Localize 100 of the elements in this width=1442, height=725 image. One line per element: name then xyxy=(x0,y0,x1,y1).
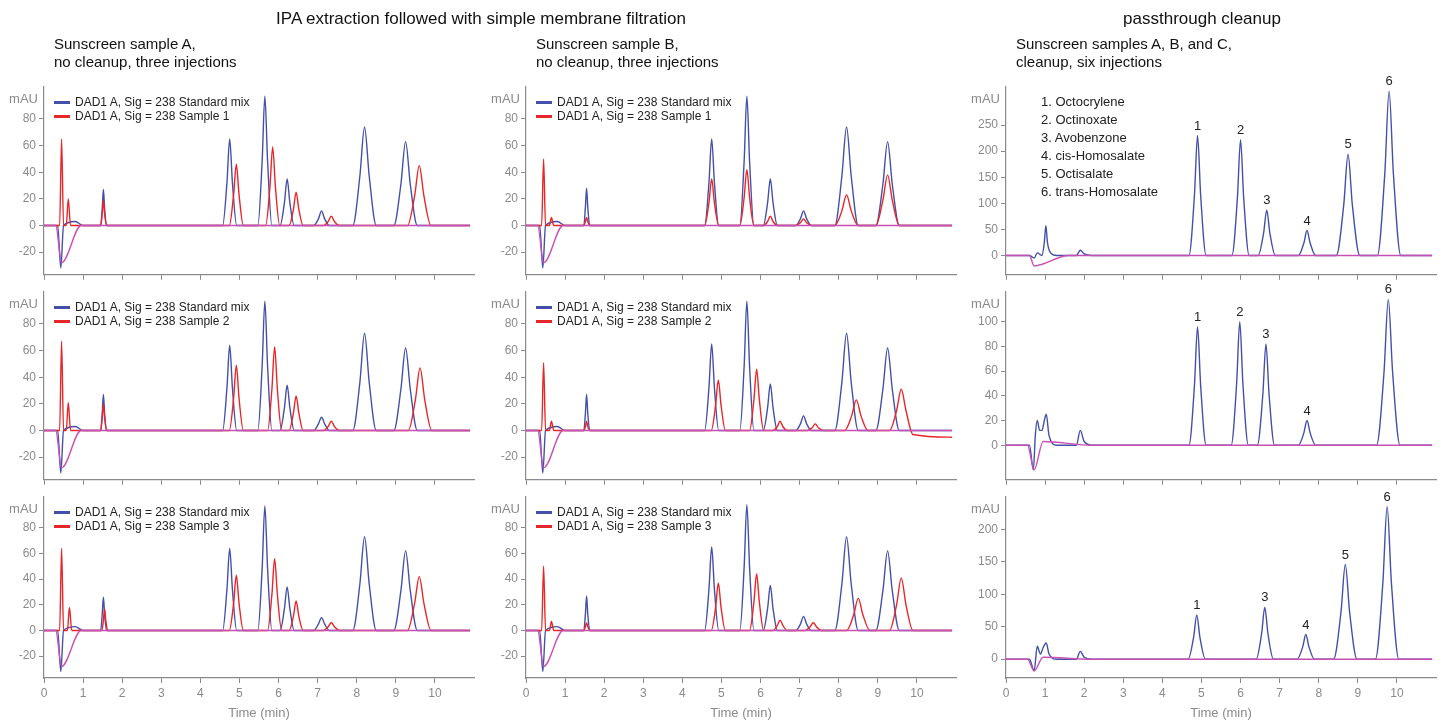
annotation: 5 xyxy=(1341,546,1349,562)
x-tick-label: 1 xyxy=(79,685,87,700)
chart-title: passthrough cleanup xyxy=(1122,9,1282,29)
y-tick-label: 0 xyxy=(991,437,999,452)
annotation: 4 xyxy=(1303,402,1311,418)
y-tick-label: 100 xyxy=(977,195,999,210)
y-tick-label: 150 xyxy=(977,169,999,184)
y-tick-label: -20 xyxy=(500,449,519,464)
y-tick-label: 50 xyxy=(984,221,999,236)
chart-subtitle: Sunscreen samples A, B, and C, cleanup, six injections xyxy=(1016,35,1232,71)
y-tick-label: -20 xyxy=(18,648,37,663)
y-tick-label: 100 xyxy=(977,586,999,601)
y-tick-label: 60 xyxy=(504,545,519,560)
x-tick-label: 0 xyxy=(522,685,530,700)
legend-label: DAD1 A, Sig = 238 Sample 3 xyxy=(75,519,230,533)
annotation: 2 xyxy=(1236,121,1245,137)
y-tick-label: 20 xyxy=(22,396,37,411)
y-axis-title: mAU xyxy=(9,295,38,311)
y-axis-title: mAU xyxy=(971,90,1000,106)
x-tick-label: 5 xyxy=(718,685,726,700)
y-tick-label: -20 xyxy=(500,648,519,663)
x-tick-label: 1 xyxy=(1041,685,1049,700)
y-axis-title: mAU xyxy=(491,295,520,311)
chart-title: IPA extraction followed with simple membrane filtration xyxy=(275,9,687,29)
legend-label: DAD1 A, Sig = 238 Standard mix xyxy=(75,300,250,314)
y-tick-label: 40 xyxy=(984,388,999,403)
y-tick-label: 80 xyxy=(984,338,999,353)
y-tick-label: 80 xyxy=(22,520,37,535)
x-tick-label: 6 xyxy=(757,685,765,700)
x-tick-label: 0 xyxy=(40,685,48,700)
y-tick-label: 0 xyxy=(29,422,37,437)
y-tick-label: 0 xyxy=(29,622,37,637)
y-axis-title: mAU xyxy=(491,500,520,516)
y-tick-label: 150 xyxy=(977,554,999,569)
annotation: 3. Avobenzone xyxy=(1041,129,1128,147)
x-tick-label: 2 xyxy=(1080,685,1088,700)
x-tick-label: 9 xyxy=(392,685,400,700)
y-tick-label: 20 xyxy=(984,412,999,427)
annotation: 6 xyxy=(1385,73,1393,89)
annotation: 5. Octisalate xyxy=(1041,165,1115,183)
x-tick-label: 10 xyxy=(428,685,442,700)
y-tick-label: 60 xyxy=(22,545,37,560)
x-tick-label: 9 xyxy=(874,685,882,700)
x-tick-label: 4 xyxy=(679,685,687,700)
x-tick-label: 8 xyxy=(1315,685,1323,700)
y-tick-label: 250 xyxy=(977,117,999,132)
y-tick-label: -20 xyxy=(18,244,37,259)
y-tick-label: 100 xyxy=(977,313,999,328)
annotation: 2. Octinoxate xyxy=(1041,111,1119,129)
x-tick-label: 5 xyxy=(1198,685,1206,700)
legend-label: DAD1 A, Sig = 238 Sample 2 xyxy=(557,314,712,328)
y-tick-label: 0 xyxy=(991,651,999,666)
annotation: 6 xyxy=(1383,488,1391,504)
annotation: 4 xyxy=(1302,616,1310,632)
y-tick-label: 20 xyxy=(22,191,37,206)
x-tick-label: 8 xyxy=(353,685,361,700)
legend-label: DAD1 A, Sig = 238 Standard mix xyxy=(557,95,732,109)
chart-subtitle: Sunscreen sample A, no cleanup, three injections xyxy=(54,35,237,71)
legend-label: DAD1 A, Sig = 238 Sample 2 xyxy=(75,314,230,328)
legend-label: DAD1 A, Sig = 238 Standard mix xyxy=(557,505,732,519)
x-axis-title: Time (min) xyxy=(1190,704,1252,720)
y-axis-title: mAU xyxy=(9,90,38,106)
y-tick-label: 60 xyxy=(984,363,999,378)
y-tick-label: 60 xyxy=(22,342,37,357)
x-tick-label: 5 xyxy=(236,685,244,700)
y-tick-label: 40 xyxy=(504,369,519,384)
x-tick-label: 4 xyxy=(197,685,205,700)
x-axis-title: Time (min) xyxy=(710,704,772,720)
x-tick-label: 7 xyxy=(796,685,804,700)
y-axis-title: mAU xyxy=(971,500,1000,516)
legend-label: DAD1 A, Sig = 238 Standard mix xyxy=(75,505,250,519)
y-tick-label: 60 xyxy=(504,342,519,357)
y-tick-label: 80 xyxy=(22,111,37,126)
y-tick-label: 0 xyxy=(991,247,999,262)
x-tick-label: 10 xyxy=(910,685,924,700)
y-tick-label: 40 xyxy=(504,164,519,179)
x-tick-label: 10 xyxy=(1390,685,1404,700)
y-tick-label: 0 xyxy=(511,217,519,232)
annotation: 1 xyxy=(1193,308,1202,324)
y-tick-label: 80 xyxy=(504,316,519,331)
y-tick-label: 0 xyxy=(511,622,519,637)
y-tick-label: 40 xyxy=(504,571,519,586)
annotation: 3 xyxy=(1263,192,1271,208)
x-tick-label: 2 xyxy=(118,685,126,700)
annotation: 2 xyxy=(1236,303,1244,319)
y-tick-label: 60 xyxy=(22,137,37,152)
y-axis-title: mAU xyxy=(971,295,1000,311)
legend-label: DAD1 A, Sig = 238 Standard mix xyxy=(75,95,250,109)
y-tick-label: 80 xyxy=(504,111,519,126)
y-tick-label: 40 xyxy=(22,369,37,384)
annotation: 3 xyxy=(1261,589,1269,605)
annotation: 6 xyxy=(1384,281,1392,297)
x-tick-label: 7 xyxy=(1276,685,1284,700)
x-tick-label: 6 xyxy=(275,685,283,700)
legend-label: DAD1 A, Sig = 238 Sample 1 xyxy=(557,109,712,123)
annotation: 4 xyxy=(1303,212,1311,228)
y-axis-title: mAU xyxy=(491,90,520,106)
x-axis-title: Time (min) xyxy=(228,704,290,720)
y-tick-label: 200 xyxy=(977,521,999,536)
annotation: 1. Octocrylene xyxy=(1041,93,1126,111)
